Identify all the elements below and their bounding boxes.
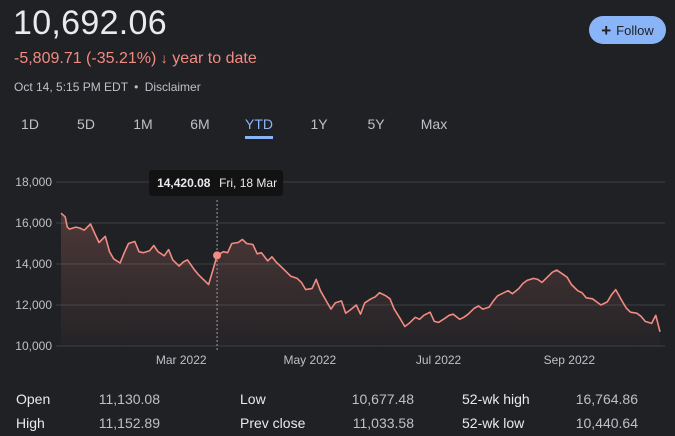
stat-value-52wk-high: 16,764.86 <box>575 391 638 407</box>
y-tick-label: 18,000 <box>15 175 52 189</box>
tooltip-date: Fri, 18 Mar <box>219 176 277 190</box>
stat-label-high: High <box>16 415 45 431</box>
stats-table: Open 11,130.08 Low 10,677.48 52-wk high … <box>0 388 675 436</box>
change-value: -5,809.71 (-35.21%) <box>14 50 157 67</box>
quote-meta: Oct 14, 5:15 PM EDT • Disclaimer <box>14 80 201 94</box>
follow-button[interactable]: + Follow <box>589 16 666 44</box>
price-chart[interactable]: Mar 2022 May 2022 Jul 2022 Sep 2022 14,420.… <box>0 160 675 382</box>
disclaimer-link[interactable]: Disclaimer <box>144 80 201 94</box>
change-period: year to date <box>172 50 257 67</box>
current-price: 10,692.06 <box>13 4 167 42</box>
x-tick-label: May 2022 <box>284 353 337 367</box>
chart-tooltip: 14,420.08 Fri, 18 Mar <box>149 170 284 350</box>
stat-value-prev-close: 11,033.58 <box>352 415 414 431</box>
arrow-down-icon: ↓ <box>160 50 168 66</box>
price-change: -5,809.71 (-35.21%) ↓ year to date <box>14 50 257 68</box>
stat-label-low: Low <box>240 391 266 407</box>
y-axis-labels: 10,000 12,000 14,000 16,000 18,000 <box>15 175 52 353</box>
plus-icon: + <box>601 20 612 40</box>
x-tick-label: Mar 2022 <box>156 353 207 367</box>
y-tick-label: 12,000 <box>15 298 52 312</box>
stat-label-prev-close: Prev close <box>240 415 306 431</box>
range-tabs: 1D 5D 1M 6M YTD 1Y 5Y Max <box>0 116 675 142</box>
y-tick-label: 14,000 <box>15 257 52 271</box>
stat-label-52wk-low: 52-wk low <box>462 415 525 431</box>
stat-label-open: Open <box>16 391 51 407</box>
stat-value-open: 11,130.08 <box>98 391 160 407</box>
tab-1y[interactable]: 1Y <box>310 116 328 132</box>
tab-1d[interactable]: 1D <box>21 116 39 132</box>
tooltip-box <box>149 170 284 196</box>
tab-5d[interactable]: 5D <box>77 116 95 132</box>
stat-value-52wk-low: 10,440.64 <box>575 415 638 431</box>
tab-ytd[interactable]: YTD <box>245 116 273 139</box>
x-tick-label: Jul 2022 <box>416 353 462 367</box>
area-fill <box>61 213 660 346</box>
stat-label-52wk-high: 52-wk high <box>462 391 530 407</box>
stat-value-high: 11,152.89 <box>98 415 160 431</box>
price-line <box>60 212 661 332</box>
stat-value-low: 10,677.48 <box>351 391 414 407</box>
tooltip-value: 14,420.08 <box>157 176 211 190</box>
hover-point <box>213 251 222 260</box>
tab-5y[interactable]: 5Y <box>367 116 385 132</box>
tab-max[interactable]: Max <box>420 116 448 132</box>
y-tick-label: 10,000 <box>15 339 52 353</box>
quote-timestamp: Oct 14, 5:15 PM EDT <box>14 80 128 94</box>
meta-separator: • <box>134 80 139 94</box>
x-axis-labels: Mar 2022 May 2022 Jul 2022 Sep 2022 <box>156 353 595 367</box>
chart-area <box>60 212 661 346</box>
tab-1m[interactable]: 1M <box>133 116 153 132</box>
x-tick-label: Sep 2022 <box>544 353 596 367</box>
follow-label: Follow <box>616 22 654 38</box>
tab-6m[interactable]: 6M <box>190 116 210 132</box>
y-tick-label: 16,000 <box>15 216 52 230</box>
